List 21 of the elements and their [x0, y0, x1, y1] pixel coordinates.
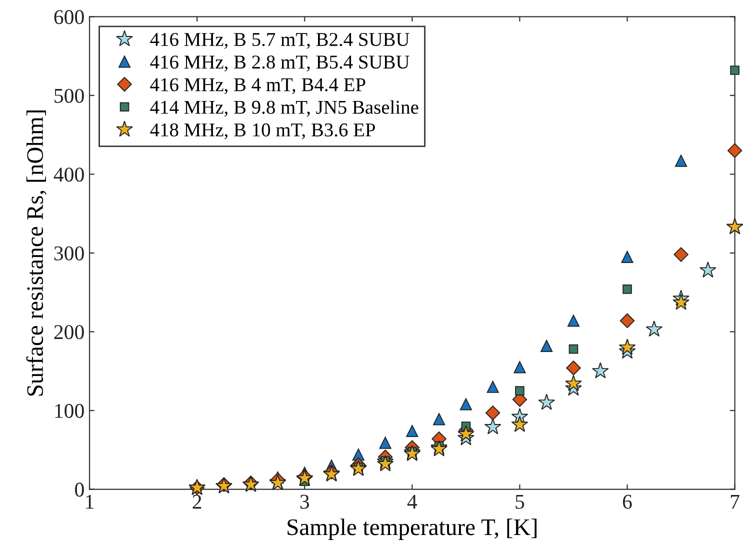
y-tick-label: 0 — [75, 482, 84, 497]
legend-label: 416 MHz, B 2.8 mT, B5.4 SUBU — [150, 56, 410, 72]
x-tick-label: 3 — [300, 494, 310, 509]
y-tick-label: 300 — [54, 246, 84, 260]
y-tick-label: 400 — [54, 168, 84, 182]
x-tick-label: 1 — [86, 494, 94, 509]
y-tick-label: 500 — [54, 88, 84, 103]
legend-label: 416 MHz, B 5.7 mT, B2.4 SUBU — [150, 32, 410, 49]
x-axis-title: Sample temperature T, [K] — [288, 518, 537, 540]
x-tick-label: 7 — [730, 494, 740, 509]
x-tick-label: 2 — [192, 494, 202, 509]
x-tick-label: 6 — [622, 494, 632, 509]
x-tick-label: 5 — [516, 494, 524, 509]
y-tick-label: 100 — [55, 404, 84, 418]
legend-label: 418 MHz, B 10 mT, B3.6 EP — [150, 123, 375, 140]
legend-label: 414 MHz, B 9.8 mT, JN5 Baseline — [150, 100, 418, 117]
y-axis-title: Surface resistance Rs, [nOhm] — [26, 110, 46, 396]
y-tick-label: 600 — [54, 10, 84, 24]
legend-label: 416 MHz, B 4 mT, B4.4 EP — [150, 78, 366, 94]
x-tick-label: 4 — [407, 494, 418, 509]
y-tick-label: 200 — [54, 325, 84, 340]
